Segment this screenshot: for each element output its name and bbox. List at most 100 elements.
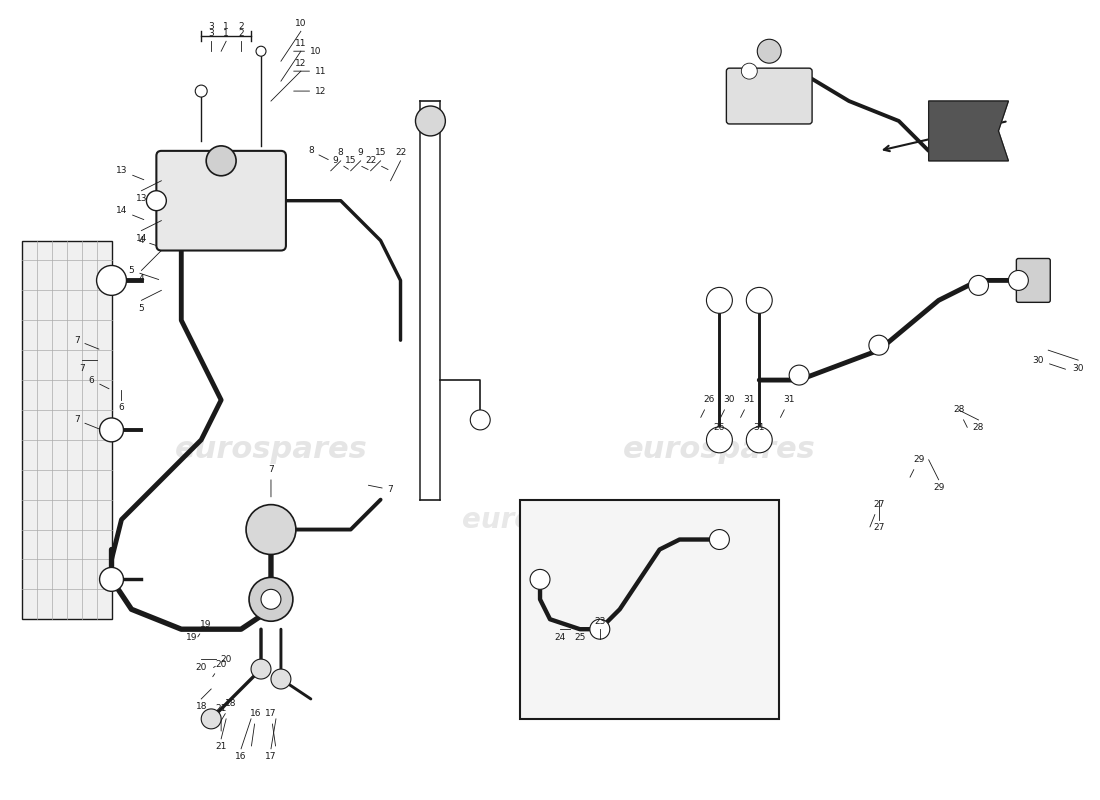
Text: 15: 15 (345, 156, 368, 170)
Circle shape (97, 266, 126, 295)
Polygon shape (928, 101, 1009, 161)
Text: 31: 31 (740, 395, 755, 418)
Text: 29: 29 (933, 483, 944, 492)
Text: 8: 8 (308, 146, 328, 159)
Text: 2: 2 (239, 22, 244, 31)
Text: 30: 30 (720, 395, 735, 418)
Text: 16: 16 (235, 752, 246, 762)
Text: 30: 30 (1072, 364, 1084, 373)
Circle shape (590, 619, 609, 639)
Text: 1: 1 (223, 29, 229, 38)
Text: 14: 14 (135, 234, 147, 243)
Text: 11: 11 (294, 66, 327, 76)
Text: 4: 4 (139, 274, 144, 283)
Text: 20: 20 (212, 659, 227, 677)
Text: 9: 9 (358, 148, 363, 158)
FancyBboxPatch shape (156, 151, 286, 250)
Text: 28: 28 (972, 423, 984, 433)
Text: 9: 9 (333, 156, 349, 170)
Text: 10: 10 (294, 46, 321, 56)
Circle shape (146, 190, 166, 210)
Circle shape (256, 46, 266, 56)
Text: eurospares: eurospares (623, 435, 816, 464)
Circle shape (706, 427, 733, 453)
Circle shape (968, 275, 989, 295)
Text: 7: 7 (79, 364, 85, 373)
Circle shape (201, 709, 221, 729)
Text: Old solution: Old solution (612, 694, 688, 704)
Text: 31: 31 (754, 423, 764, 433)
Text: 20: 20 (196, 662, 207, 671)
Text: 7: 7 (368, 485, 394, 494)
Text: eurospares: eurospares (175, 435, 367, 464)
Circle shape (757, 39, 781, 63)
Circle shape (1009, 270, 1028, 290)
Text: 13: 13 (135, 194, 147, 203)
Text: 19: 19 (186, 633, 197, 642)
Text: 15: 15 (375, 148, 386, 158)
Circle shape (789, 365, 810, 385)
Text: Soluzione superata: Soluzione superata (596, 674, 703, 684)
Circle shape (530, 570, 550, 590)
Circle shape (100, 567, 123, 591)
Text: 6: 6 (89, 375, 109, 389)
Circle shape (249, 578, 293, 622)
FancyBboxPatch shape (726, 68, 812, 124)
Text: 18: 18 (218, 699, 236, 726)
Text: 17: 17 (265, 752, 277, 762)
Circle shape (195, 85, 207, 97)
Circle shape (706, 287, 733, 314)
Circle shape (206, 146, 236, 176)
Text: 30: 30 (1033, 356, 1066, 370)
Text: 4: 4 (139, 236, 168, 250)
Text: 31: 31 (780, 395, 795, 418)
Text: 1: 1 (223, 22, 229, 31)
Bar (22, 241, 111, 619)
Circle shape (416, 106, 446, 136)
FancyBboxPatch shape (1016, 258, 1050, 302)
Text: 13: 13 (116, 166, 144, 180)
Text: 6: 6 (119, 403, 124, 413)
Text: 7: 7 (74, 336, 99, 349)
Text: 2: 2 (239, 29, 244, 38)
Circle shape (741, 63, 757, 79)
Text: 27: 27 (870, 500, 884, 527)
Circle shape (869, 335, 889, 355)
Circle shape (246, 505, 296, 554)
Text: 16: 16 (251, 710, 262, 746)
Text: 8: 8 (338, 148, 343, 158)
Text: 28: 28 (953, 406, 967, 427)
Circle shape (251, 659, 271, 679)
Circle shape (271, 669, 290, 689)
Circle shape (746, 287, 772, 314)
Text: 19: 19 (198, 620, 212, 637)
Text: 21: 21 (216, 742, 227, 751)
Text: 26: 26 (714, 423, 725, 433)
Circle shape (261, 590, 280, 610)
Text: 27: 27 (873, 523, 884, 532)
Text: eurospares: eurospares (462, 506, 638, 534)
Text: 23: 23 (594, 617, 605, 626)
Text: 7: 7 (268, 466, 274, 497)
Text: 7: 7 (74, 415, 99, 429)
Text: 22: 22 (395, 148, 406, 158)
Text: 29: 29 (910, 455, 924, 478)
Text: 20: 20 (213, 654, 232, 667)
Text: 23: 23 (604, 625, 616, 639)
Text: 10: 10 (295, 19, 307, 28)
Text: 3: 3 (208, 29, 214, 38)
Text: 26: 26 (701, 395, 715, 418)
Text: 5: 5 (129, 266, 158, 279)
Text: 24: 24 (554, 633, 565, 642)
Text: 18: 18 (196, 702, 207, 711)
Text: 12: 12 (295, 58, 307, 68)
Text: 25: 25 (574, 633, 585, 642)
Circle shape (710, 530, 729, 550)
Text: 21: 21 (216, 705, 227, 731)
Text: 25: 25 (590, 625, 601, 639)
Text: 11: 11 (295, 38, 307, 48)
Text: 14: 14 (116, 206, 144, 219)
Text: 17: 17 (265, 710, 277, 746)
Text: 22: 22 (365, 156, 388, 170)
Text: 12: 12 (294, 86, 327, 95)
